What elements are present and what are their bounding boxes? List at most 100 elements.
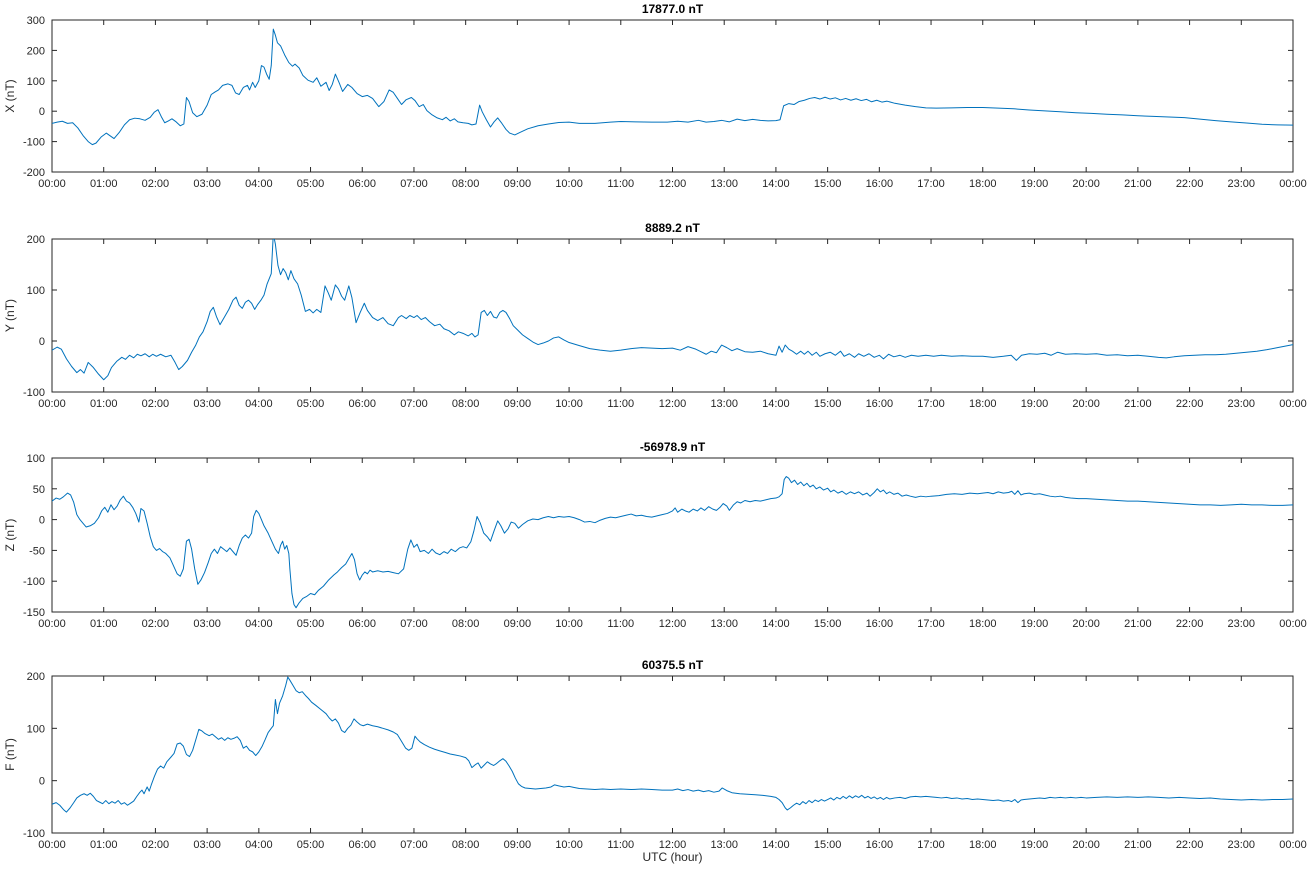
subplot-x: 00:00 01:00 02:00 03:00 04:00 05:00 06:00 07:00… [3, 2, 1307, 190]
x-tick-label: 03:00 [193, 178, 221, 190]
axes-box [51, 457, 1294, 613]
x-tick-label: 21:00 [1124, 178, 1152, 190]
x-tick-label: 22:00 [1176, 398, 1204, 410]
x-tick-label: 03:00 [193, 618, 221, 630]
subplot-title: -56978.9 nT [640, 440, 706, 454]
subplot-f: 00:00 01:00 02:00 03:00 04:00 05:00 06:00 07:00… [3, 658, 1307, 851]
subplot-title: 17877.0 nT [642, 2, 704, 16]
x-tick-label: 16:00 [866, 178, 894, 190]
x-tick-label: 10:00 [555, 618, 583, 630]
y-axis-label: Z (nT) [3, 519, 17, 552]
x-tick-label: 18:00 [969, 178, 997, 190]
x-tick-label: 01:00 [90, 618, 118, 630]
x-tick-label: 11:00 [607, 839, 634, 851]
axes-box [51, 19, 1294, 173]
y-tick-label: -100 [23, 828, 45, 840]
x-tick-label: 13:00 [710, 398, 738, 410]
x-tick-label: 22:00 [1176, 839, 1204, 851]
x-tick-label: 23:00 [1228, 398, 1256, 410]
x-tick-label: 13:00 [710, 839, 738, 851]
x-tick-label: 22:00 [1176, 178, 1204, 190]
x-tick-label: 00:00 [1279, 839, 1307, 851]
y-tick-label: -150 [23, 607, 45, 619]
x-tick-label: 04:00 [245, 618, 273, 630]
y-tick-label: 300 [27, 15, 45, 27]
x-tick-label: 14:00 [762, 618, 790, 630]
series-line [52, 28, 1293, 146]
series-line [52, 475, 1293, 609]
y-tick-label: -200 [23, 167, 45, 179]
y-axis-label: Y (nT) [3, 299, 17, 332]
x-tick-label: 10:00 [555, 178, 583, 190]
x-tick-label: 23:00 [1228, 618, 1256, 630]
axes-box [51, 238, 1294, 393]
y-tick-label: 0 [39, 336, 45, 348]
x-tick-label: 19:00 [1021, 618, 1049, 630]
x-tick-label: 13:00 [710, 618, 738, 630]
y-tick-label: 200 [27, 45, 45, 57]
x-tick-label: 19:00 [1021, 178, 1049, 190]
x-tick-label: 20:00 [1072, 839, 1100, 851]
y-tick-label: 0 [39, 776, 45, 788]
subplot-title: 60375.5 nT [642, 658, 704, 672]
x-tick-label: 07:00 [400, 178, 428, 190]
y-tick-label: 0 [39, 515, 45, 527]
x-tick-label: 02:00 [142, 398, 170, 410]
x-tick-label: 04:00 [245, 839, 273, 851]
x-tick-label: 18:00 [969, 398, 997, 410]
x-tick-label: 17:00 [917, 398, 945, 410]
x-tick-label: 05:00 [297, 839, 325, 851]
x-tick-label: 12:00 [659, 178, 687, 190]
x-tick-label: 13:00 [710, 178, 738, 190]
x-tick-label: 15:00 [814, 618, 842, 630]
x-tick-label: 00:00 [38, 618, 66, 630]
y-tick-label: 100 [27, 76, 45, 88]
series-line [52, 239, 1293, 381]
x-tick-label: 18:00 [969, 618, 997, 630]
x-tick-label: 15:00 [814, 178, 842, 190]
y-tick-label: -100 [23, 576, 45, 588]
x-tick-label: 20:00 [1072, 618, 1100, 630]
x-tick-label: 16:00 [866, 839, 894, 851]
x-tick-label: 04:00 [245, 178, 273, 190]
x-tick-label: 11:00 [607, 178, 634, 190]
x-tick-label: 17:00 [917, 618, 945, 630]
x-tick-label: 06:00 [348, 178, 376, 190]
x-tick-label: 10:00 [555, 839, 583, 851]
x-tick-label: 11:00 [607, 398, 634, 410]
x-tick-label: 01:00 [90, 178, 118, 190]
x-tick-label: 20:00 [1072, 398, 1100, 410]
x-tick-label: 11:00 [607, 618, 634, 630]
x-tick-label: 04:00 [245, 398, 273, 410]
x-tick-label: 07:00 [400, 839, 428, 851]
y-axis-label: X (nT) [3, 79, 17, 112]
x-tick-label: 20:00 [1072, 178, 1100, 190]
x-tick-label: 06:00 [348, 618, 376, 630]
x-tick-label: 00:00 [38, 839, 66, 851]
x-axis-label: UTC (hour) [642, 850, 702, 864]
x-tick-label: 08:00 [452, 178, 480, 190]
x-tick-label: 09:00 [504, 839, 532, 851]
y-tick-label: -100 [23, 387, 45, 399]
x-tick-label: 07:00 [400, 398, 428, 410]
x-tick-label: 02:00 [142, 618, 170, 630]
x-tick-label: 19:00 [1021, 839, 1049, 851]
x-tick-label: 12:00 [659, 398, 687, 410]
x-tick-label: 00:00 [1279, 618, 1307, 630]
x-tick-label: 09:00 [504, 178, 532, 190]
x-tick-label: 21:00 [1124, 398, 1152, 410]
x-tick-label: 23:00 [1228, 178, 1256, 190]
y-tick-label: -50 [29, 545, 45, 557]
x-tick-label: 00:00 [1279, 398, 1307, 410]
x-tick-label: 16:00 [866, 398, 894, 410]
subplot-y: 00:00 01:00 02:00 03:00 04:00 05:00 06:00 07:00… [3, 221, 1307, 410]
y-tick-label: 0 [39, 106, 45, 118]
x-tick-label: 05:00 [297, 618, 325, 630]
x-tick-label: 09:00 [504, 398, 532, 410]
x-tick-label: 01:00 [90, 839, 118, 851]
x-tick-label: 21:00 [1124, 618, 1152, 630]
y-tick-label: -100 [23, 137, 45, 149]
x-tick-label: 08:00 [452, 839, 480, 851]
